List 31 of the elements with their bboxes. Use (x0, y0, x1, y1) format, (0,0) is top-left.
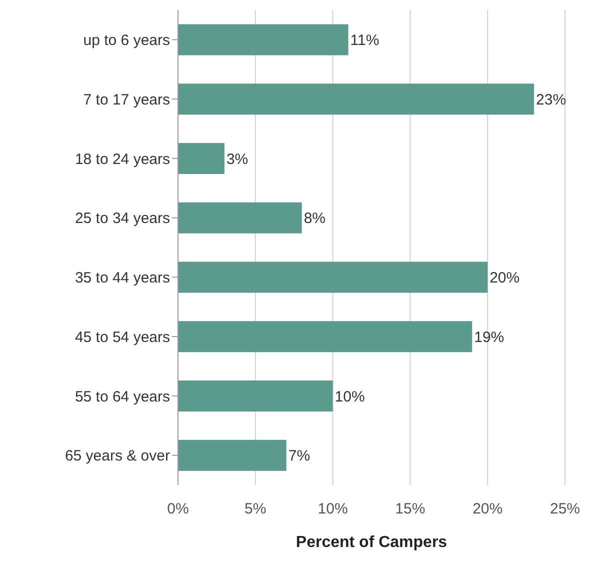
y-tick-label: 45 to 54 years (74, 328, 170, 346)
data-label: 11% (350, 32, 380, 50)
bar (178, 202, 302, 234)
x-tick-label: 20% (472, 500, 503, 518)
y-tick-label: 25 to 34 years (74, 210, 170, 228)
x-tick-label: 25% (550, 500, 580, 518)
bar (178, 262, 488, 293)
bar (178, 84, 534, 115)
data-label: 8% (304, 210, 326, 228)
y-tick-label: 35 to 44 years (74, 270, 170, 287)
y-tick-label: 65 years & over (64, 448, 170, 465)
y-tick-label: 18 to 24 years (74, 150, 170, 168)
data-label: 19% (474, 328, 504, 346)
y-tick-label: 55 to 64 years (74, 388, 170, 406)
y-tick-label: up to 6 years (83, 32, 170, 50)
y-tick-label: 7 to 17 years (83, 91, 170, 108)
x-tick-label: 15% (395, 500, 426, 518)
data-label: 23% (536, 91, 566, 108)
bar (178, 440, 286, 471)
bar (178, 380, 333, 412)
data-label: 10% (334, 388, 365, 406)
bar (178, 321, 472, 352)
x-tick-label: 0% (167, 500, 189, 518)
x-tick-label: 5% (244, 500, 266, 518)
data-label: 3% (226, 150, 248, 168)
x-tick-label: 10% (318, 500, 348, 518)
data-label: 20% (490, 270, 520, 287)
bar (178, 143, 224, 174)
bar (178, 24, 348, 56)
x-axis-title: Percent of Campers (296, 534, 448, 551)
data-label: 7% (288, 448, 310, 465)
